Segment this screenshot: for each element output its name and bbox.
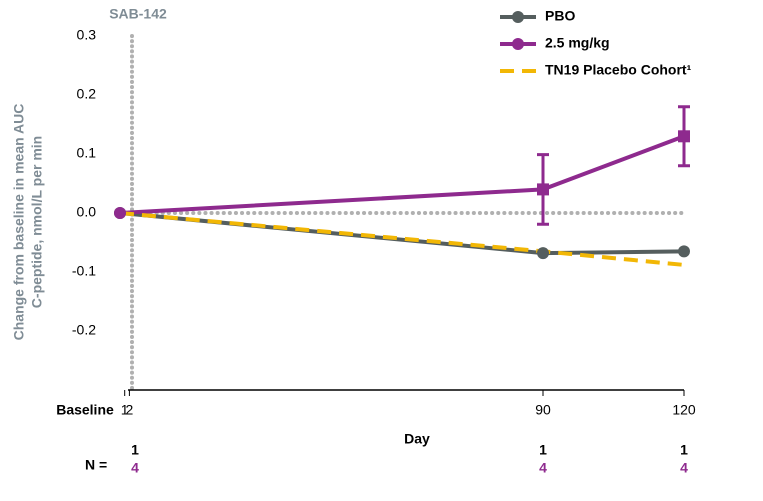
y-tick-label: 0.2 (77, 86, 97, 102)
n-value: 1 (680, 442, 688, 458)
x-tick-label: 90 (535, 402, 551, 418)
n-value: 4 (539, 460, 547, 476)
legend-marker (512, 38, 524, 50)
marker (678, 130, 690, 143)
x-tick-label: 2 (126, 402, 134, 418)
n-value: 4 (680, 460, 688, 476)
y-tick-label: 0.3 (77, 27, 97, 43)
n-value: 1 (539, 442, 547, 458)
legend-label: TN19 Placebo Cohort¹ (545, 62, 692, 78)
y-tick-label: 0.0 (77, 204, 97, 220)
marker (678, 245, 690, 258)
legend-marker (512, 11, 524, 23)
y-tick-label: 0.1 (77, 145, 97, 161)
n-value: 1 (131, 442, 139, 458)
marker (537, 247, 549, 260)
y-axis-label: Change from baseline in mean AUC (11, 104, 27, 341)
marker (114, 207, 126, 219)
y-axis-label: C-peptide, nmol/L per min (29, 136, 45, 308)
line (119, 134, 685, 215)
legend-label: 2.5 mg/kg (545, 35, 610, 51)
chart-title: SAB-142 (109, 6, 167, 22)
baseline-label: Baseline (56, 402, 114, 418)
x-tick-label: 1 (121, 402, 129, 418)
n-label: N = (85, 457, 107, 473)
n-value: 4 (131, 460, 139, 476)
legend-label: PBO (545, 8, 575, 24)
y-tick-label: -0.2 (72, 322, 96, 338)
x-axis-label: Day (404, 431, 430, 447)
line (119, 211, 685, 256)
y-tick-label: -0.1 (72, 263, 96, 279)
marker (537, 183, 549, 196)
x-tick-label: 120 (672, 402, 696, 418)
